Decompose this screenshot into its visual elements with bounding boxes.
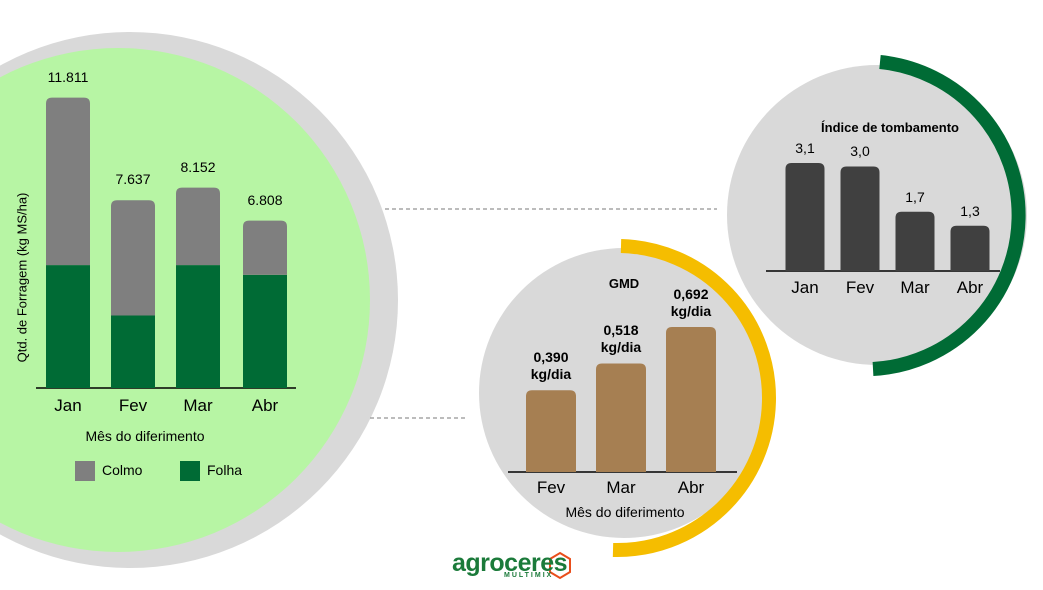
indice-value-fev: 3,0: [850, 143, 870, 160]
bar-folha-fev: [111, 315, 155, 388]
gmd-value-fev: 0,390: [533, 349, 569, 366]
gmd-x-axis-label: Mês do diferimento: [565, 504, 685, 520]
bar-folha-abr: [243, 274, 287, 388]
legend-label-colmo: Colmo: [102, 462, 143, 478]
logo-agroceres: agroceres: [452, 549, 568, 577]
tick-left-jan: Jan: [54, 396, 82, 415]
total-label-abr: 6.808: [247, 191, 283, 208]
bar-folha-jan: [46, 265, 90, 388]
bar-indice-mar: [895, 211, 935, 271]
indice-value-mar: 1,7: [905, 188, 925, 205]
tick-indice-fev: Fev: [845, 278, 875, 297]
gmd-value-mar: 0,518: [603, 322, 639, 339]
tick-left-mar: Mar: [183, 396, 213, 415]
total-label-jan: 11.811: [47, 68, 89, 85]
legend-swatch-folha: [180, 461, 200, 481]
tick-indice-mar: Mar: [900, 278, 930, 297]
total-label-fev: 7.637: [115, 171, 151, 188]
gmd-arc: [612, 239, 777, 558]
logo-hex-icon: [549, 551, 571, 580]
bar-indice-abr: [950, 225, 990, 271]
tick-indice-jan: Jan: [791, 278, 819, 297]
bar-colmo-mar: [176, 187, 220, 266]
tick-left-fev: Fev: [118, 396, 148, 415]
indice-title: Índice de tombamento: [821, 120, 959, 135]
logo-multimix: MULTIMIX: [504, 572, 554, 579]
bar-colmo-jan: [46, 97, 90, 266]
indice-arc: [872, 55, 1026, 376]
indice-value-abr: 1,3: [960, 202, 980, 219]
indice-value-jan: 3,1: [795, 140, 815, 156]
left-y-axis-label: Qtd. de Forragem (kg MS/ha): [14, 192, 30, 363]
tick-gmd-abr: Abr: [677, 478, 705, 497]
tick-left-abr: Abr: [251, 396, 279, 415]
left-x-axis-label: Mês do diferimento: [85, 428, 205, 444]
legend-label-folha: Folha: [207, 462, 243, 478]
bar-gmd-mar: [596, 363, 646, 472]
bar-folha-mar: [176, 265, 220, 388]
gmd-title: GMD: [608, 276, 640, 291]
tick-indice-abr: Abr: [956, 278, 984, 297]
total-label-mar: 8.152: [180, 158, 216, 175]
gmd-unit-fev: kg/dia: [530, 366, 572, 383]
gmd-unit-mar: kg/dia: [600, 339, 642, 356]
tick-gmd-fev: Fev: [536, 478, 566, 497]
bar-colmo-abr: [243, 220, 287, 275]
gmd-value-abr: 0,692: [673, 286, 709, 302]
bar-gmd-fev: [526, 390, 576, 472]
bar-indice-jan: [785, 163, 825, 271]
bar-indice-fev: [840, 166, 880, 271]
bar-gmd-abr: [666, 327, 716, 472]
legend-swatch-colmo: [75, 461, 95, 481]
bar-colmo-fev: [111, 200, 155, 316]
tick-gmd-mar: Mar: [606, 478, 636, 497]
gmd-unit-abr: kg/dia: [670, 303, 712, 319]
